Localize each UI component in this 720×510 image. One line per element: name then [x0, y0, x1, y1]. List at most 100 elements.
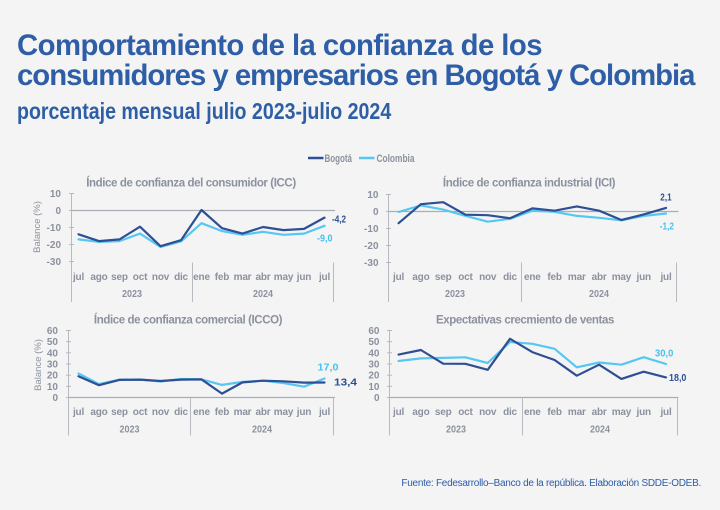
svg-text:dic: dic	[174, 407, 188, 418]
svg-text:60: 60	[47, 326, 59, 337]
svg-text:0: 0	[374, 393, 380, 404]
svg-text:40: 40	[47, 348, 59, 359]
svg-text:0: 0	[52, 393, 58, 404]
svg-text:-10: -10	[364, 224, 379, 235]
svg-text:nov: nov	[152, 407, 170, 418]
svg-text:feb: feb	[547, 272, 561, 283]
svg-text:jun: jun	[635, 407, 650, 418]
svg-text:sep: sep	[435, 407, 452, 418]
svg-text:0: 0	[373, 207, 379, 218]
svg-text:oct: oct	[133, 272, 148, 283]
svg-text:0: 0	[55, 206, 61, 217]
svg-text:sep: sep	[111, 272, 128, 283]
svg-text:ene: ene	[524, 407, 541, 418]
svg-text:Balance (%): Balance (%)	[32, 201, 43, 253]
svg-text:ene: ene	[193, 272, 210, 283]
svg-text:Índice de confianza del consum: Índice de confianza del consumidor (ICC)	[86, 177, 296, 190]
svg-text:Índice de confianza industrial: Índice de confianza industrial (ICI)	[443, 177, 616, 190]
svg-text:ago: ago	[412, 272, 429, 283]
svg-text:Expectativas crecmiento de ven: Expectativas crecmiento de ventas	[436, 315, 614, 327]
svg-text:2024: 2024	[253, 289, 273, 300]
svg-text:sep: sep	[435, 272, 452, 283]
svg-text:oct: oct	[133, 407, 148, 418]
svg-text:abr: abr	[592, 407, 607, 418]
svg-text:may: may	[612, 407, 632, 418]
svg-text:2023: 2023	[122, 289, 142, 300]
svg-text:mar: mar	[234, 407, 252, 418]
svg-text:40: 40	[368, 348, 380, 359]
svg-text:jul: jul	[72, 272, 84, 283]
svg-text:nov: nov	[152, 272, 170, 283]
svg-text:jun: jun	[635, 272, 650, 283]
svg-text:dic: dic	[503, 272, 517, 283]
svg-text:30: 30	[368, 360, 380, 371]
svg-text:may: may	[612, 272, 632, 283]
svg-text:2023: 2023	[446, 425, 466, 436]
svg-text:mar: mar	[234, 272, 252, 283]
svg-text:-20: -20	[47, 240, 62, 251]
svg-text:-9,0: -9,0	[317, 233, 333, 244]
svg-text:jul: jul	[72, 407, 84, 418]
svg-text:2023: 2023	[120, 425, 140, 436]
svg-text:nov: nov	[479, 272, 497, 283]
svg-text:13,4: 13,4	[334, 377, 358, 388]
svg-text:-20: -20	[364, 241, 379, 252]
svg-text:abr: abr	[256, 272, 271, 283]
svg-text:jun: jun	[296, 407, 311, 418]
svg-text:dic: dic	[503, 407, 517, 418]
svg-text:dic: dic	[174, 272, 188, 283]
svg-text:17,0: 17,0	[318, 363, 339, 374]
svg-text:may: may	[274, 407, 294, 418]
svg-text:60: 60	[368, 326, 380, 337]
svg-text:10: 10	[367, 190, 379, 201]
svg-text:Colombia: Colombia	[377, 153, 416, 165]
svg-text:-30: -30	[47, 257, 62, 268]
svg-text:sep: sep	[111, 407, 128, 418]
svg-text:oct: oct	[458, 272, 473, 283]
svg-text:2023: 2023	[445, 289, 465, 300]
svg-text:jun: jun	[296, 272, 311, 283]
svg-text:jul: jul	[659, 272, 671, 283]
svg-text:ago: ago	[412, 407, 429, 418]
svg-text:Índice de confianza comercial: Índice de confianza comercial (ICCO)	[94, 314, 283, 327]
svg-text:20: 20	[368, 371, 380, 382]
svg-text:mar: mar	[568, 407, 586, 418]
svg-text:ago: ago	[90, 407, 107, 418]
svg-text:oct: oct	[458, 407, 473, 418]
svg-text:nov: nov	[479, 407, 497, 418]
svg-text:abr: abr	[592, 272, 607, 283]
svg-text:Bogotá: Bogotá	[325, 153, 353, 165]
svg-text:50: 50	[47, 337, 59, 348]
svg-text:feb: feb	[215, 272, 229, 283]
svg-text:-30: -30	[364, 258, 379, 269]
svg-text:jul: jul	[659, 407, 671, 418]
svg-text:ene: ene	[193, 407, 210, 418]
svg-text:may: may	[274, 272, 294, 283]
svg-text:10: 10	[47, 382, 59, 393]
svg-text:jul: jul	[392, 407, 404, 418]
svg-text:50: 50	[368, 337, 380, 348]
svg-text:2024: 2024	[589, 289, 609, 300]
svg-text:Balance (%): Balance (%)	[33, 339, 44, 391]
svg-text:feb: feb	[215, 407, 229, 418]
svg-text:ago: ago	[90, 272, 107, 283]
svg-text:10: 10	[50, 189, 62, 200]
svg-text:abr: abr	[256, 407, 271, 418]
svg-text:2,1: 2,1	[660, 193, 672, 204]
svg-text:30: 30	[47, 360, 59, 371]
svg-text:2024: 2024	[590, 425, 610, 436]
svg-text:-4,2: -4,2	[332, 214, 346, 225]
svg-text:feb: feb	[547, 407, 561, 418]
svg-text:mar: mar	[568, 272, 586, 283]
svg-text:30,0: 30,0	[655, 349, 674, 360]
svg-text:jul: jul	[318, 272, 330, 283]
svg-text:20: 20	[47, 371, 59, 382]
svg-text:jul: jul	[392, 272, 404, 283]
svg-text:-10: -10	[47, 223, 62, 234]
svg-text:2024: 2024	[252, 425, 272, 436]
svg-text:18,0: 18,0	[669, 373, 687, 384]
svg-text:ene: ene	[524, 272, 541, 283]
svg-text:10: 10	[368, 382, 380, 393]
svg-text:-1,2: -1,2	[660, 222, 675, 233]
svg-text:jul: jul	[318, 407, 330, 418]
